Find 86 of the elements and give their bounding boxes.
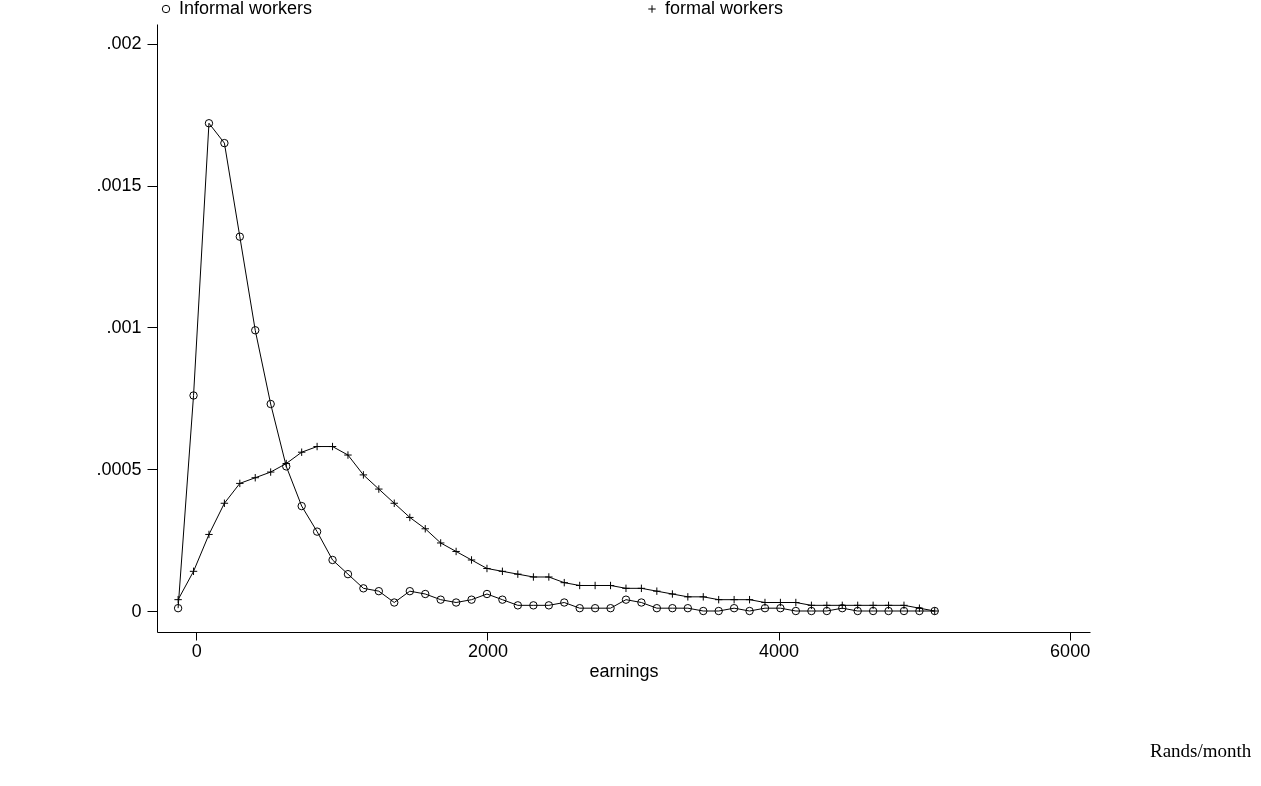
point	[544, 572, 554, 582]
point	[699, 606, 708, 616]
y-tick-label: 0	[131, 600, 142, 621]
point	[312, 527, 322, 536]
point	[405, 586, 415, 596]
y-tick-label: .0005	[96, 458, 142, 479]
point	[482, 589, 492, 599]
point	[251, 326, 260, 335]
point	[853, 606, 862, 616]
point	[760, 603, 770, 613]
point	[266, 399, 275, 409]
point	[359, 470, 368, 480]
point	[235, 479, 245, 488]
point	[637, 598, 646, 607]
point	[513, 569, 523, 579]
point	[791, 606, 801, 616]
point	[359, 584, 368, 593]
point	[451, 547, 461, 556]
y-tick-label: .0015	[96, 175, 142, 196]
point	[374, 484, 384, 494]
point	[822, 601, 832, 610]
point	[652, 603, 662, 613]
point	[621, 584, 631, 593]
x-axis-title: earnings	[589, 660, 659, 681]
x-tick-label: 2000	[467, 640, 508, 661]
point	[776, 603, 785, 613]
point	[884, 606, 893, 616]
point	[683, 592, 693, 602]
point	[714, 606, 723, 616]
point	[652, 586, 662, 596]
point	[899, 601, 909, 610]
y-tick-label: .001	[106, 316, 142, 337]
point	[204, 119, 214, 128]
point	[204, 530, 214, 539]
point	[451, 598, 461, 607]
point	[328, 555, 337, 565]
point	[807, 606, 816, 616]
point	[498, 595, 507, 604]
point	[467, 595, 476, 604]
x-tick-label: 4000	[758, 640, 800, 661]
point	[436, 595, 445, 604]
point	[312, 442, 322, 451]
point	[529, 572, 538, 582]
point	[822, 606, 832, 616]
point	[560, 598, 569, 607]
point	[173, 603, 183, 613]
text: Rands/month	[1150, 740, 1252, 762]
legend-label: formal workers	[665, 0, 784, 18]
y-tick-label: .002	[106, 33, 142, 54]
point	[220, 138, 229, 148]
point	[915, 606, 924, 616]
point	[621, 595, 631, 604]
point	[343, 569, 353, 579]
point	[729, 603, 739, 613]
point	[899, 606, 909, 616]
point	[529, 601, 538, 610]
point	[189, 391, 198, 400]
point	[436, 538, 445, 548]
point	[482, 564, 492, 573]
point	[683, 603, 693, 613]
point	[668, 589, 677, 599]
point	[575, 603, 584, 613]
x-tick-label: 0	[191, 640, 202, 661]
x-tick-label: 6000	[1050, 640, 1091, 661]
point	[668, 603, 677, 613]
point	[343, 450, 353, 460]
point	[606, 603, 615, 613]
point	[266, 467, 275, 477]
point	[467, 555, 476, 565]
point	[513, 601, 523, 610]
point	[297, 501, 306, 511]
point	[729, 595, 739, 604]
point	[173, 595, 183, 604]
point	[390, 598, 399, 607]
point	[868, 601, 878, 610]
point	[699, 592, 708, 602]
point	[745, 606, 754, 616]
point	[868, 606, 878, 616]
point	[544, 601, 554, 610]
point	[590, 603, 600, 613]
point	[235, 232, 245, 241]
point	[421, 589, 430, 599]
legend-label: Informal workers	[179, 0, 313, 18]
point	[915, 603, 924, 613]
point	[405, 513, 415, 522]
point	[374, 586, 384, 596]
